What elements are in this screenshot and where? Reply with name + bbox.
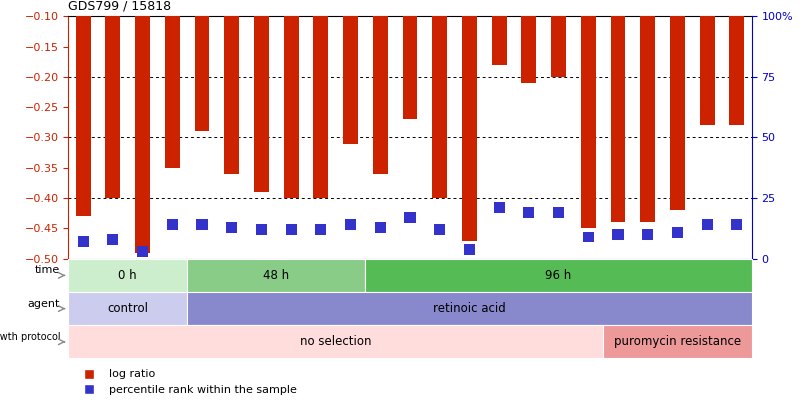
Bar xyxy=(344,220,356,230)
Bar xyxy=(728,16,744,126)
Text: 0 h: 0 h xyxy=(118,269,137,282)
Bar xyxy=(283,16,298,198)
Bar xyxy=(194,16,210,132)
Bar xyxy=(196,220,207,230)
Bar xyxy=(580,16,595,228)
Bar xyxy=(404,212,415,223)
Bar xyxy=(68,292,187,325)
Bar xyxy=(671,227,683,238)
Bar xyxy=(166,220,177,230)
Bar xyxy=(463,244,475,255)
Bar xyxy=(68,325,602,358)
Text: retinoic acid: retinoic acid xyxy=(433,302,505,315)
Bar xyxy=(699,16,714,126)
Legend: log ratio, percentile rank within the sample: log ratio, percentile rank within the sa… xyxy=(74,365,301,399)
Text: puromycin resistance: puromycin resistance xyxy=(613,335,740,348)
Bar xyxy=(135,16,150,253)
Bar xyxy=(226,222,237,233)
Bar xyxy=(612,229,623,240)
Bar xyxy=(137,246,148,257)
Bar xyxy=(552,207,564,218)
Bar xyxy=(493,202,504,213)
Bar xyxy=(187,292,751,325)
Bar xyxy=(374,222,385,233)
Bar xyxy=(491,16,506,65)
Bar xyxy=(669,16,684,210)
Bar xyxy=(315,224,326,235)
Text: agent: agent xyxy=(28,298,60,309)
Bar xyxy=(521,16,536,83)
Bar xyxy=(402,16,417,119)
Bar xyxy=(285,224,296,235)
Bar xyxy=(523,207,534,218)
Bar xyxy=(373,16,387,174)
Bar xyxy=(108,234,118,245)
Bar xyxy=(224,16,239,174)
Text: 48 h: 48 h xyxy=(263,269,289,282)
Bar xyxy=(78,237,88,247)
Bar xyxy=(365,259,751,292)
Text: 96 h: 96 h xyxy=(544,269,571,282)
Bar xyxy=(75,16,91,216)
Bar xyxy=(639,16,654,222)
Text: growth protocol: growth protocol xyxy=(0,332,60,342)
Bar xyxy=(731,220,741,230)
Bar xyxy=(609,16,625,222)
Bar xyxy=(313,16,328,198)
Bar xyxy=(551,16,565,77)
Bar xyxy=(602,325,751,358)
Bar xyxy=(165,16,180,168)
Bar xyxy=(105,16,120,198)
Bar xyxy=(68,259,187,292)
Text: no selection: no selection xyxy=(300,335,371,348)
Bar xyxy=(642,229,653,240)
Bar xyxy=(187,259,365,292)
Bar xyxy=(582,232,593,243)
Text: control: control xyxy=(107,302,148,315)
Bar xyxy=(254,16,268,192)
Bar xyxy=(701,220,711,230)
Bar xyxy=(432,16,446,198)
Text: time: time xyxy=(35,265,60,275)
Text: GDS799 / 15818: GDS799 / 15818 xyxy=(68,0,171,12)
Bar xyxy=(462,16,476,241)
Bar xyxy=(343,16,357,143)
Bar xyxy=(255,224,267,235)
Bar xyxy=(434,224,445,235)
